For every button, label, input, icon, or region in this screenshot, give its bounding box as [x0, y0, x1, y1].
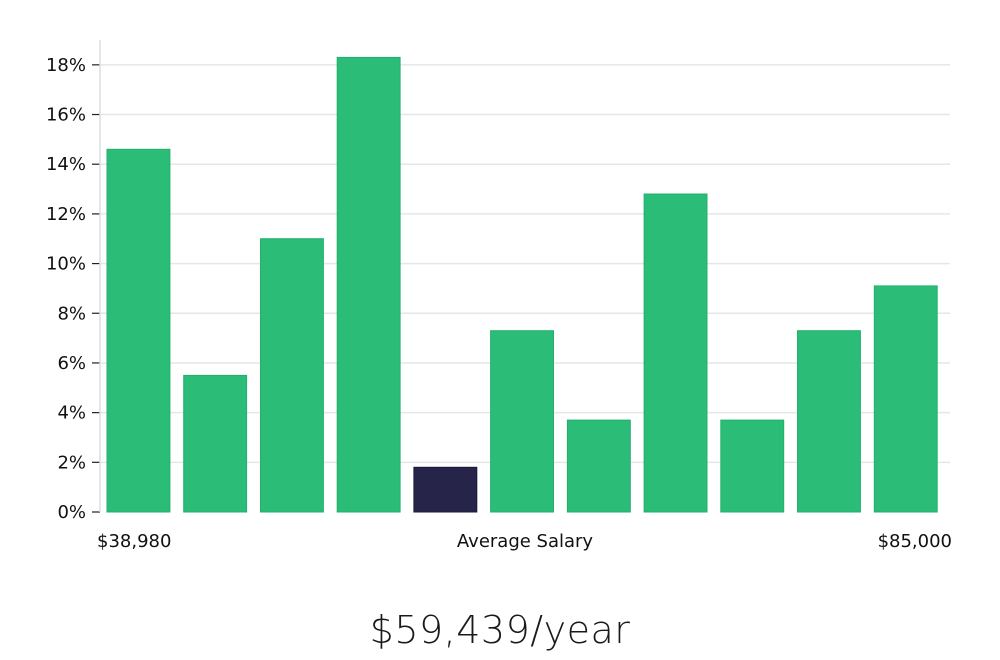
y-tick-label: 16%	[46, 105, 86, 126]
y-tick-label: 0%	[57, 502, 86, 523]
bar[interactable]	[566, 419, 631, 513]
bar[interactable]	[873, 285, 938, 513]
y-tick-label: 18%	[46, 55, 86, 76]
average-salary-figure: $59,439/year	[369, 608, 631, 652]
bar[interactable]	[106, 148, 171, 513]
x-max-label: $85,000	[878, 531, 952, 552]
y-tick-label: 8%	[57, 303, 86, 324]
bar[interactable]	[720, 419, 785, 513]
y-tick-label: 12%	[46, 204, 86, 225]
bar-highlighted[interactable]	[413, 466, 478, 513]
y-tick-label: 10%	[46, 254, 86, 275]
bar[interactable]	[490, 330, 555, 513]
bar[interactable]	[260, 238, 324, 513]
bar[interactable]	[183, 374, 248, 513]
y-tick-label: 4%	[57, 403, 86, 424]
x-axis-title: Average Salary	[457, 531, 594, 552]
bar[interactable]	[643, 193, 708, 513]
x-min-label: $38,980	[97, 531, 171, 552]
bars	[106, 56, 938, 513]
salary-histogram-chart: 0% 2% 4% 6% 8% 10% 12% 14% 16% 18% $38,980 Averag…	[46, 40, 952, 552]
bar[interactable]	[797, 330, 861, 513]
bar[interactable]	[336, 56, 401, 513]
y-tick-label: 6%	[57, 353, 86, 374]
y-axis-ticks: 0% 2% 4% 6% 8% 10% 12% 14% 16% 18%	[46, 55, 100, 523]
y-tick-label: 14%	[46, 154, 86, 175]
y-tick-label: 2%	[57, 452, 86, 473]
